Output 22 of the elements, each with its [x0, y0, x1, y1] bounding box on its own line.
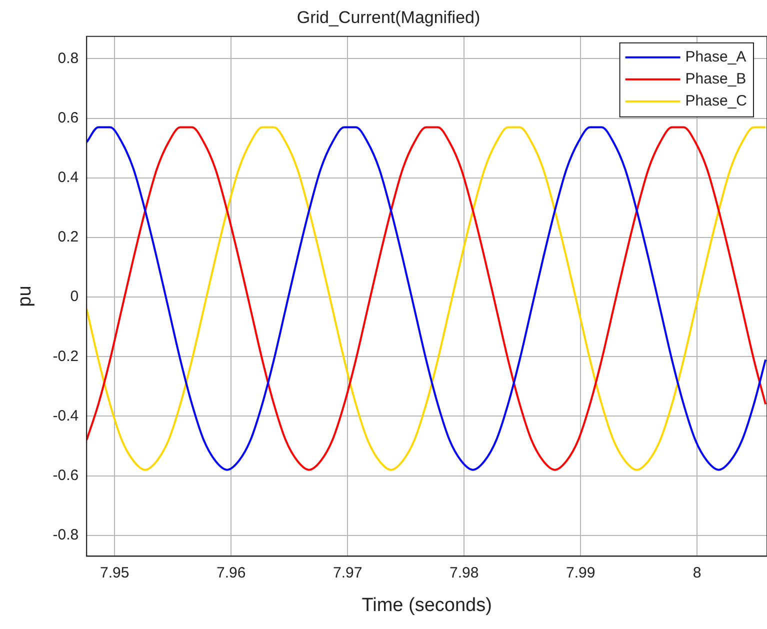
x-tick-label: 7.96 [216, 564, 246, 582]
y-axis-title: pu [14, 286, 36, 307]
x-tick-label: 8 [692, 564, 702, 582]
x-tick-label: 7.99 [566, 564, 596, 582]
x-tick-label: 7.97 [333, 564, 362, 582]
y-tick-label: 0.6 [58, 109, 79, 126]
line-series [86, 126, 767, 471]
y-tick-label: 0.2 [58, 228, 79, 246]
legend-label: Phase_C [685, 92, 748, 110]
y-tick-label: -0.6 [52, 466, 79, 484]
chart-title: Grid_Current(Magnified) [296, 8, 480, 27]
y-tick-label: -0.4 [52, 407, 79, 424]
y-tick-label: 0 [70, 288, 79, 306]
x-axis-title: Time (seconds) [362, 594, 492, 616]
y-tick-label: -0.2 [52, 348, 79, 365]
y-tick-label: -0.8 [52, 526, 79, 544]
x-tick-label: 7.95 [100, 564, 130, 582]
y-tick-label: 0.8 [58, 50, 79, 67]
y-tick-label: 0.4 [58, 169, 79, 186]
legend-label: Phase_A [685, 48, 746, 66]
x-tick-label: 7.98 [450, 564, 479, 582]
legend-label: Phase_B [685, 70, 746, 88]
